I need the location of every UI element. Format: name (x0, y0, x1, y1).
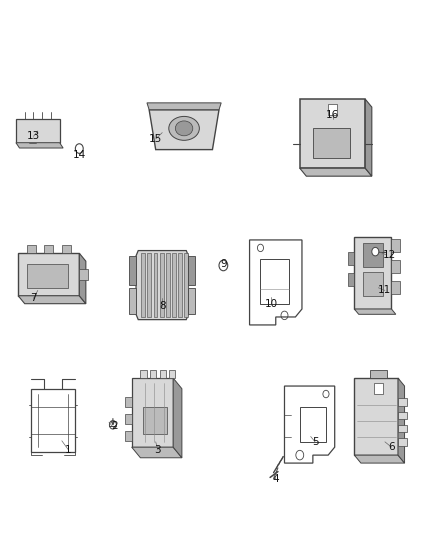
Polygon shape (130, 256, 136, 285)
Text: 2: 2 (111, 421, 117, 431)
Polygon shape (141, 370, 147, 378)
Polygon shape (398, 378, 405, 463)
Text: 9: 9 (220, 259, 227, 269)
Polygon shape (354, 378, 398, 455)
Polygon shape (147, 103, 221, 110)
Text: 14: 14 (73, 150, 86, 160)
Polygon shape (172, 253, 176, 317)
Text: 4: 4 (272, 474, 279, 484)
Polygon shape (44, 245, 53, 253)
Polygon shape (143, 407, 166, 434)
Polygon shape (62, 245, 71, 253)
Text: 5: 5 (312, 437, 318, 447)
Polygon shape (300, 99, 365, 168)
Polygon shape (398, 398, 407, 406)
Polygon shape (132, 447, 182, 458)
Text: 7: 7 (30, 293, 37, 303)
Polygon shape (166, 253, 170, 317)
Polygon shape (136, 251, 188, 320)
Polygon shape (130, 288, 136, 314)
Polygon shape (392, 239, 400, 252)
Polygon shape (125, 431, 132, 441)
Polygon shape (261, 259, 289, 304)
Polygon shape (125, 397, 132, 407)
Text: 10: 10 (265, 298, 278, 309)
Polygon shape (150, 370, 156, 378)
Polygon shape (363, 272, 383, 296)
Polygon shape (178, 253, 182, 317)
Polygon shape (313, 128, 350, 158)
Polygon shape (348, 273, 354, 286)
Polygon shape (18, 296, 86, 304)
Polygon shape (392, 260, 400, 273)
Text: 16: 16 (326, 110, 339, 120)
Polygon shape (370, 370, 387, 378)
Polygon shape (374, 383, 383, 394)
Polygon shape (300, 407, 326, 442)
Polygon shape (79, 269, 88, 280)
Polygon shape (188, 288, 195, 314)
Ellipse shape (75, 144, 83, 154)
Polygon shape (398, 438, 407, 446)
Polygon shape (27, 245, 35, 253)
Text: 11: 11 (378, 285, 392, 295)
Polygon shape (125, 414, 132, 424)
Ellipse shape (372, 247, 379, 256)
Ellipse shape (169, 116, 199, 140)
Text: 12: 12 (383, 250, 396, 260)
Polygon shape (149, 110, 219, 150)
Ellipse shape (219, 260, 228, 271)
Polygon shape (159, 253, 163, 317)
Text: 6: 6 (388, 442, 395, 452)
Polygon shape (328, 104, 337, 115)
Polygon shape (79, 253, 86, 304)
Polygon shape (141, 253, 145, 317)
Polygon shape (354, 455, 405, 463)
Polygon shape (18, 253, 79, 296)
Polygon shape (363, 243, 383, 266)
Polygon shape (153, 253, 157, 317)
Text: 3: 3 (155, 445, 161, 455)
Polygon shape (173, 378, 182, 458)
Polygon shape (354, 309, 396, 314)
Text: 13: 13 (27, 131, 40, 141)
Polygon shape (148, 253, 151, 317)
Polygon shape (169, 370, 175, 378)
Polygon shape (300, 168, 372, 176)
Polygon shape (398, 425, 407, 432)
Text: 8: 8 (159, 301, 166, 311)
Polygon shape (132, 378, 173, 447)
Polygon shape (184, 253, 188, 317)
Polygon shape (159, 370, 166, 378)
Polygon shape (16, 143, 63, 148)
Text: 1: 1 (65, 445, 72, 455)
Polygon shape (354, 237, 392, 309)
Polygon shape (365, 99, 372, 176)
Polygon shape (348, 252, 354, 265)
Polygon shape (398, 411, 407, 419)
Text: 15: 15 (149, 134, 162, 144)
Polygon shape (392, 281, 400, 294)
Polygon shape (27, 264, 68, 288)
Ellipse shape (175, 121, 193, 136)
Polygon shape (16, 119, 60, 143)
Polygon shape (188, 256, 195, 285)
